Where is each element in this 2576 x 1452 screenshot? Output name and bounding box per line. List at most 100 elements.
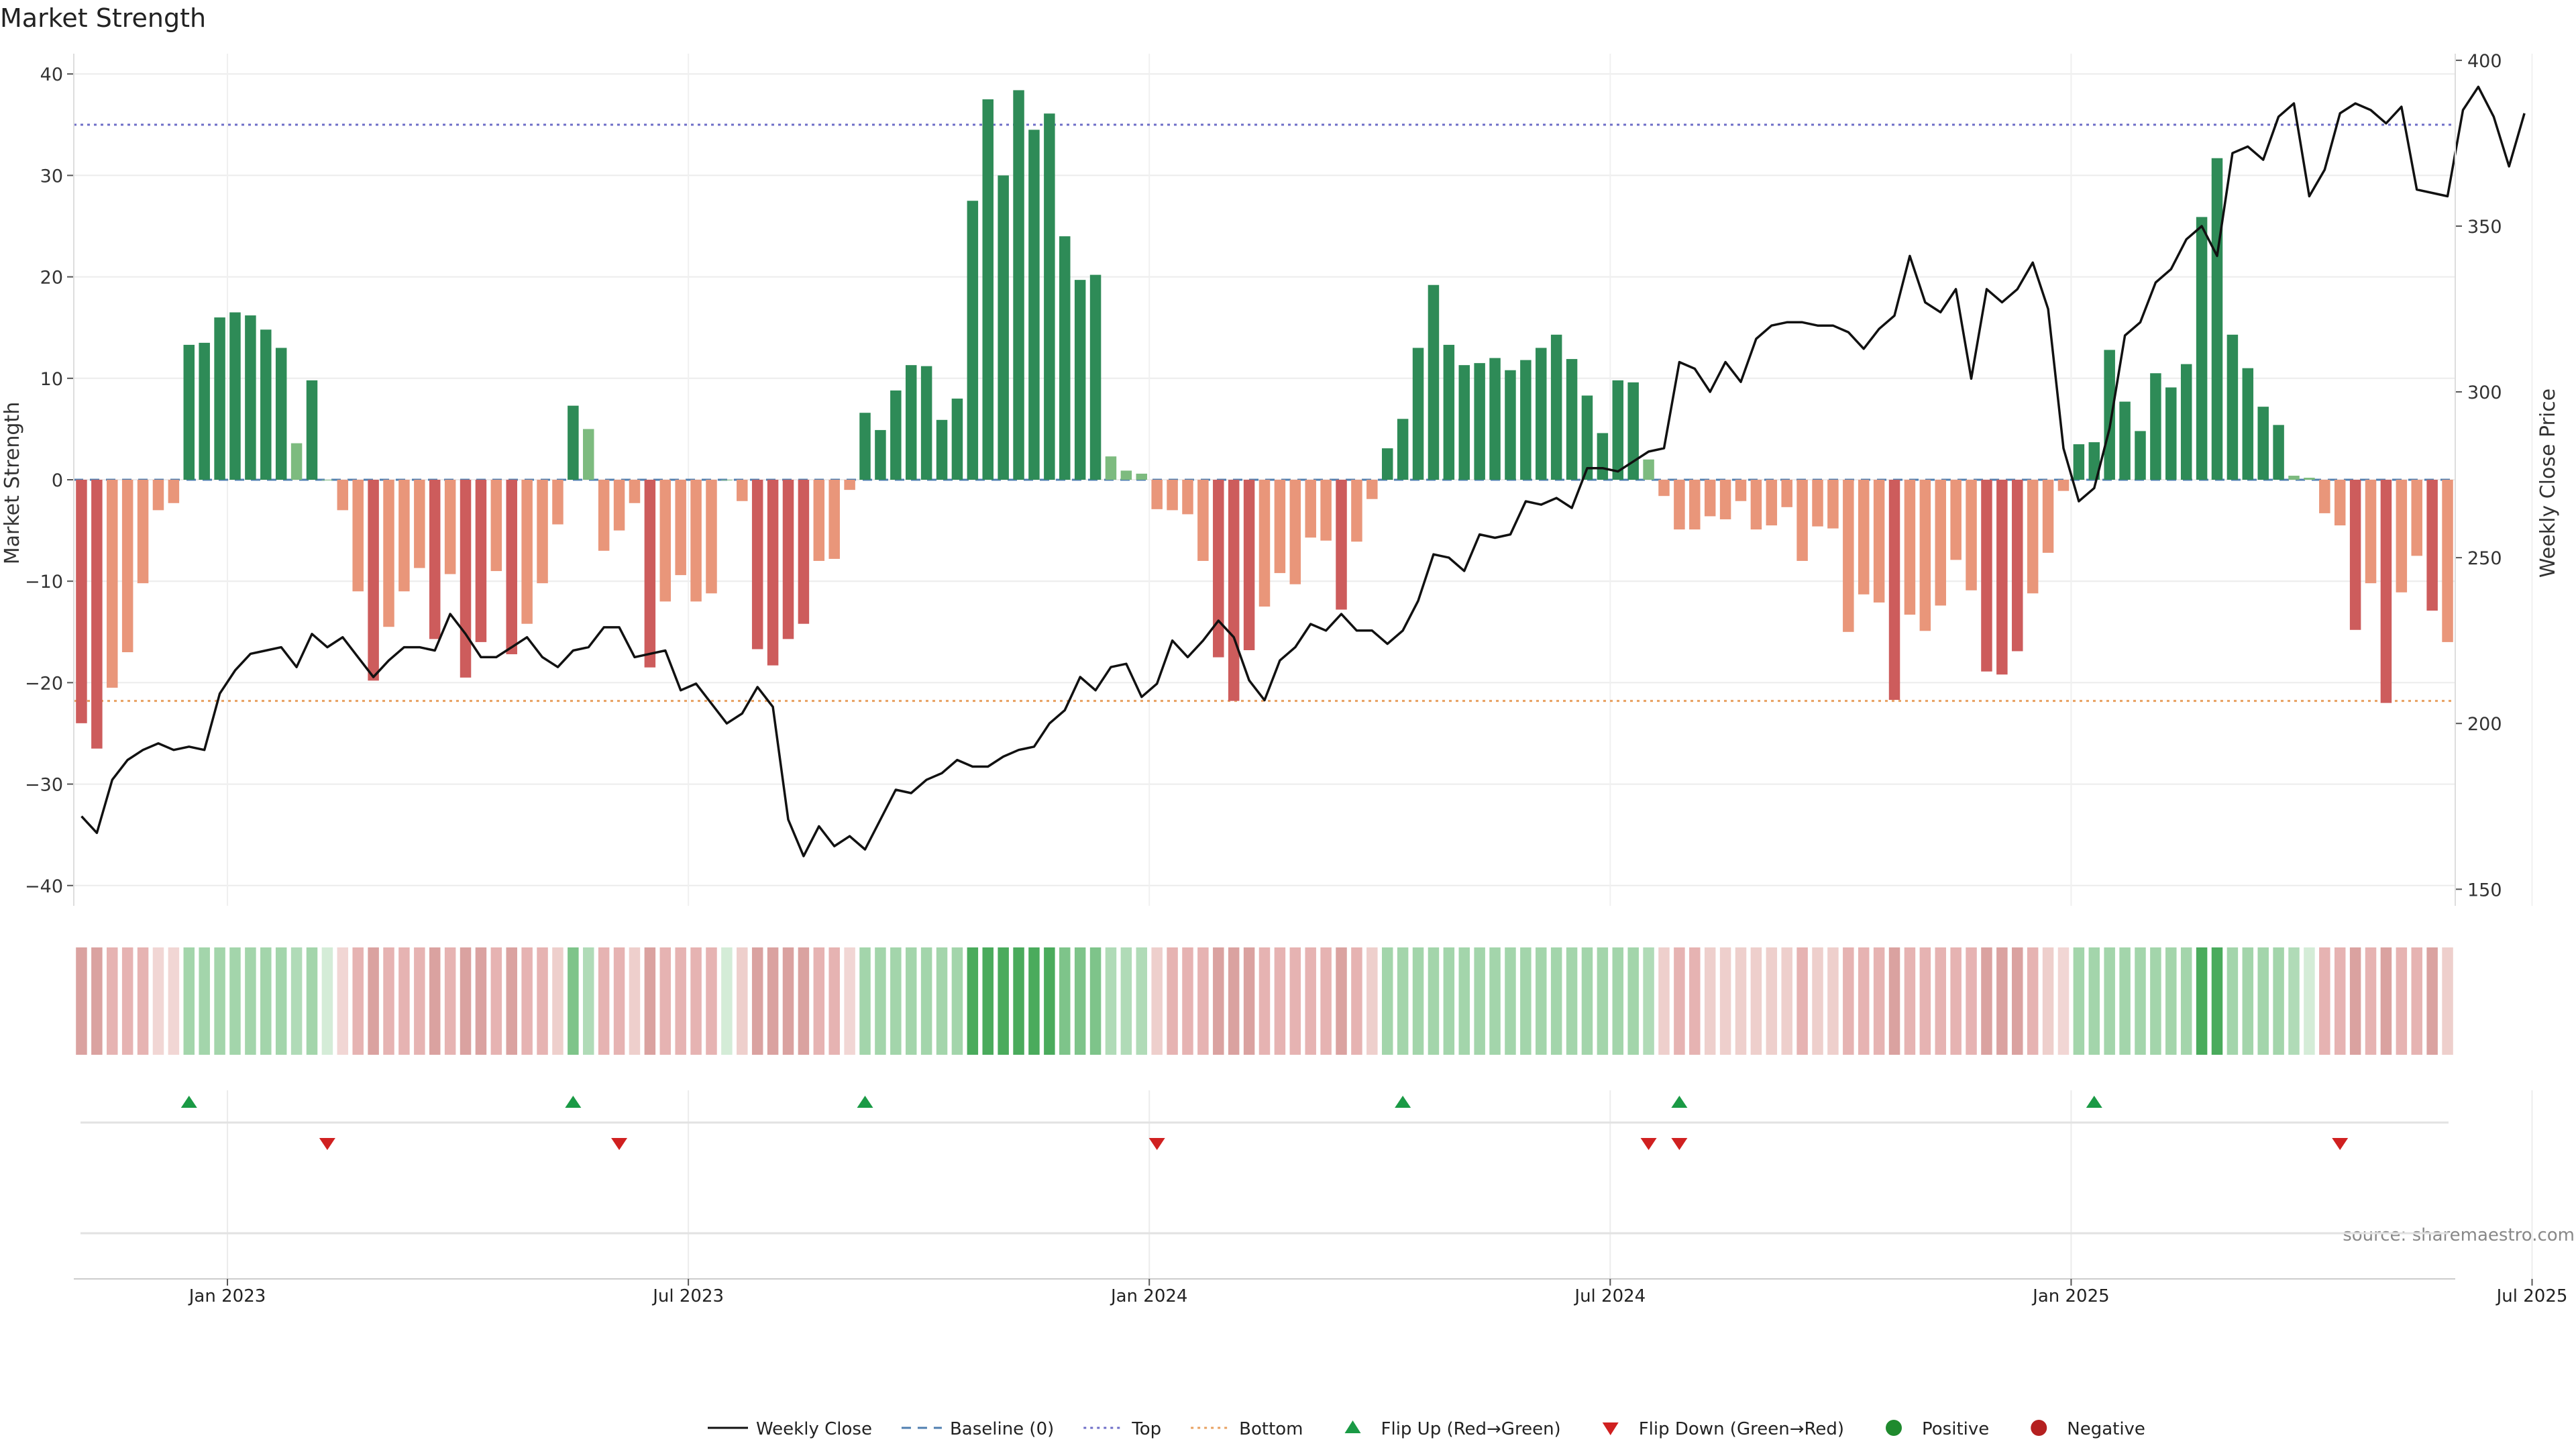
heat-strip-cell: [1996, 947, 2008, 1055]
strength-bar: [1151, 480, 1163, 509]
heat-strip-cell: [337, 947, 349, 1055]
strength-bar: [920, 366, 932, 480]
heat-strip-cell: [598, 947, 610, 1055]
heat-strip-cell: [275, 947, 287, 1055]
strength-bar: [1520, 360, 1532, 480]
strength-bar: [644, 480, 656, 668]
heat-strip-cell: [107, 947, 118, 1055]
strength-bar: [982, 99, 994, 480]
y-right-tick-label: 250: [2467, 548, 2502, 569]
strength-bar: [1550, 334, 1562, 480]
heat-strip-cell: [1904, 947, 1916, 1055]
heat-strip-cell: [1766, 947, 1778, 1055]
heat-strip-cell: [2380, 947, 2392, 1055]
strength-bar: [613, 480, 625, 531]
heat-strip-cell: [2334, 947, 2346, 1055]
strength-bar: [675, 480, 686, 576]
legend-label: Bottom: [1239, 1419, 1303, 1439]
x-tick-label: Jan 2024: [1110, 1286, 1188, 1306]
strength-bar: [798, 480, 810, 624]
legend-item: Top: [1083, 1419, 1161, 1439]
heat-strip-cell: [828, 947, 840, 1055]
y-left-tick-label: 30: [40, 166, 63, 187]
strength-bar: [1581, 395, 1593, 480]
heat-strip-cell: [1151, 947, 1163, 1055]
heat-strip-cell: [2288, 947, 2300, 1055]
strength-bar: [1843, 480, 1854, 632]
heat-strip-cell: [1550, 947, 1562, 1055]
strength-bar: [152, 480, 164, 511]
heat-strip-cell: [1028, 947, 1040, 1055]
strength-bar: [1996, 480, 2008, 675]
legend-label: Baseline (0): [950, 1419, 1054, 1439]
heat-strip-cell: [229, 947, 241, 1055]
strength-bar: [1105, 456, 1117, 480]
strength-bar: [2442, 480, 2453, 642]
heat-strip-cell: [568, 947, 579, 1055]
heat-strip-cell: [583, 947, 594, 1055]
heat-strip-cell: [1581, 947, 1593, 1055]
heat-strip-cell: [383, 947, 394, 1055]
heat-strip-cell: [1812, 947, 1823, 1055]
heat-strip-cell: [1689, 947, 1701, 1055]
heat-strip-cell: [1136, 947, 1148, 1055]
strength-bar: [2073, 444, 2085, 480]
heat-strip-cell: [2349, 947, 2361, 1055]
heat-strip-cell: [2088, 947, 2100, 1055]
heat-strip-cell: [1182, 947, 1193, 1055]
strength-bar: [1197, 480, 1209, 561]
strength-bar: [1428, 284, 1440, 480]
strength-bar: [229, 312, 241, 480]
strength-bar: [2304, 477, 2315, 480]
heat-strip-cell: [199, 947, 210, 1055]
heat-strip-cell: [1735, 947, 1747, 1055]
y-left-tick-label: −30: [25, 775, 63, 796]
heat-strip-cell: [1120, 947, 1132, 1055]
strength-bar: [552, 480, 564, 525]
flip-markers: [80, 1096, 2449, 1235]
strength-bar: [1213, 480, 1224, 658]
strength-bar: [398, 480, 410, 592]
strength-bar: [1228, 480, 1240, 701]
legend-item: Bottom: [1191, 1419, 1303, 1439]
heat-strip-cell: [1536, 947, 1547, 1055]
heat-strip-cell: [875, 947, 886, 1055]
strength-bar: [2088, 442, 2100, 480]
strength-bar: [1059, 236, 1071, 480]
legend-item: Baseline (0): [901, 1419, 1054, 1439]
y-left-tick-label: 40: [40, 64, 63, 85]
y-left-tick-label: 0: [52, 470, 63, 491]
strength-bar: [1643, 459, 1654, 480]
strength-bar: [1597, 433, 1609, 480]
strength-bar: [1750, 480, 1762, 530]
y-right-tick-label: 350: [2467, 217, 2502, 238]
weekly-close-line: [80, 85, 2526, 858]
legend-label: Weekly Close: [756, 1419, 872, 1439]
heat-strip-cell: [152, 947, 164, 1055]
strength-bar: [1366, 480, 1378, 499]
strength-bar: [214, 317, 225, 480]
strength-bar: [1074, 280, 1086, 480]
heat-strip-cell: [1843, 947, 1854, 1055]
heat-strip-cell: [613, 947, 625, 1055]
heat-strip-cell: [76, 947, 87, 1055]
heat-strip-cell: [1320, 947, 1332, 1055]
flip-down-marker: [611, 1138, 628, 1150]
strength-bar: [782, 480, 794, 639]
strength-bar: [659, 480, 672, 602]
heat-strip-cell: [1228, 947, 1240, 1055]
heat-strip-cell: [1827, 947, 1839, 1055]
heat-strip-cell: [1258, 947, 1271, 1055]
heat-strip-cell: [290, 947, 303, 1055]
heat-strip-cell: [782, 947, 794, 1055]
heat-strip-cell: [1704, 947, 1716, 1055]
heat-strip-cell: [798, 947, 810, 1055]
heat-strip-cell: [1643, 947, 1654, 1055]
heat-strip-cell: [1089, 947, 1102, 1055]
strength-bar: [414, 480, 425, 568]
heat-strip-cell: [1428, 947, 1440, 1055]
strength-bar: [1904, 480, 1916, 615]
heat-strip-cell: [1044, 947, 1055, 1055]
heat-strip-cell: [998, 947, 1009, 1055]
heat-strip-cell: [2119, 947, 2131, 1055]
